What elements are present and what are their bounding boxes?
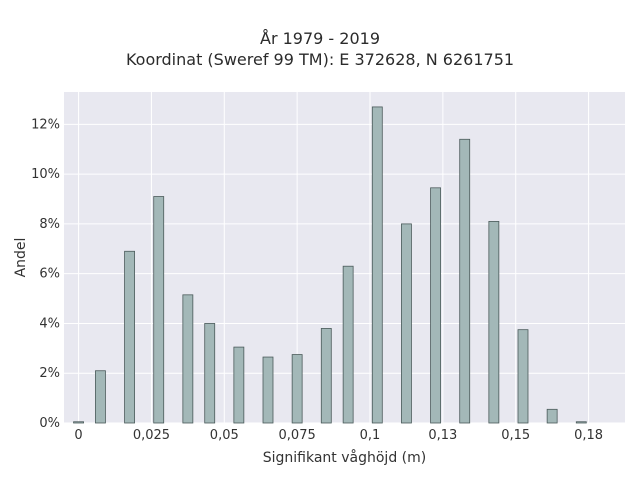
y-tick-label: 10%	[31, 167, 60, 182]
histogram-bar	[262, 356, 274, 424]
y-tick-label: 0%	[39, 416, 60, 431]
chart-title-line2: Koordinat (Sweref 99 TM): E 372628, N 62…	[125, 50, 515, 69]
y-axis-label: Andel	[13, 238, 29, 278]
chart-title-line1: År 1979 - 2019	[260, 29, 380, 48]
histogram-bar	[459, 138, 471, 424]
histogram-bar	[124, 250, 135, 424]
histogram-bar	[320, 328, 332, 424]
y-tick-label: 12%	[31, 117, 60, 132]
histogram-bar	[342, 265, 354, 424]
histogram-bar	[430, 187, 441, 424]
x-tick-label: 0,13	[428, 428, 457, 443]
x-tick-label: 0,075	[279, 428, 316, 443]
histogram-bar	[233, 346, 245, 424]
x-tick-label: 0,1	[360, 428, 381, 443]
histogram-bar	[401, 223, 412, 424]
x-tick-label: 0	[74, 428, 82, 443]
y-tick-label: 6%	[39, 267, 60, 282]
x-tick-label: 0,025	[133, 428, 170, 443]
histogram-bar	[73, 421, 84, 424]
histogram-bar	[371, 106, 383, 424]
histogram-bar	[291, 354, 303, 424]
x-axis-label: Signifikant våghöjd (m)	[263, 449, 426, 466]
y-tick-label: 8%	[39, 217, 60, 232]
histogram-bar	[546, 408, 558, 424]
histogram-bar	[488, 221, 500, 424]
histogram-bar	[517, 329, 529, 424]
histogram-bar	[182, 294, 194, 424]
histogram-bar	[95, 370, 106, 424]
histogram-bar	[204, 323, 216, 424]
bars	[73, 106, 587, 424]
histogram-bar	[575, 421, 587, 424]
y-tick-label: 4%	[39, 316, 60, 331]
tick-labels: 0 0,025 0,05 0,075 0,1 0,13 0,15 0,18 0% 2% 4% 6% 8%…	[31, 117, 603, 443]
y-tick-label: 2%	[39, 366, 60, 381]
histogram-bar	[153, 196, 165, 424]
x-tick-label: 0,15	[501, 428, 530, 443]
x-tick-label: 0,05	[210, 428, 239, 443]
x-tick-label: 0,18	[574, 428, 603, 443]
